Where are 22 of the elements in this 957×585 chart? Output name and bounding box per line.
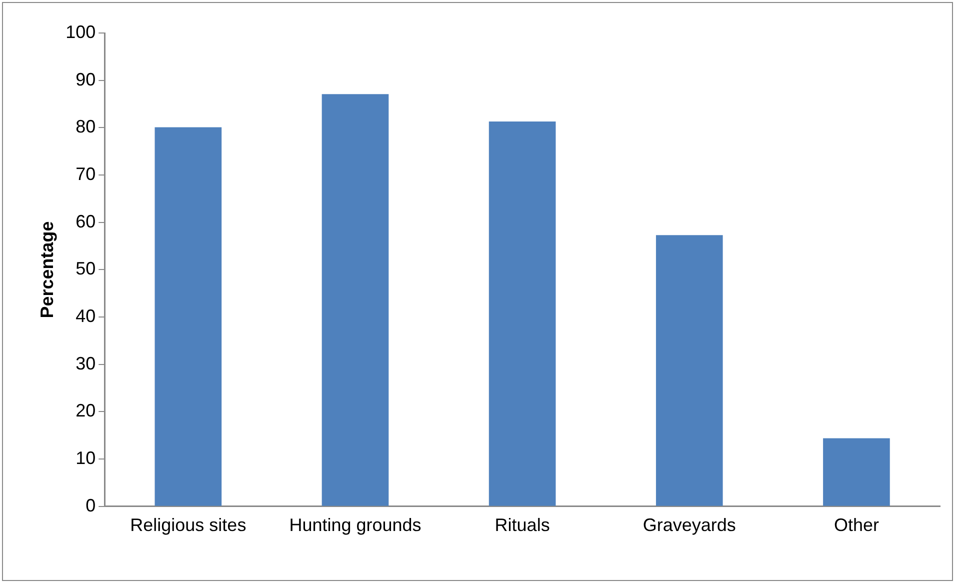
bar bbox=[488, 122, 556, 506]
x-tick-label: Hunting grounds bbox=[289, 515, 422, 536]
bar bbox=[656, 235, 723, 506]
x-tick-label: Religious sites bbox=[130, 515, 246, 536]
y-axis-title: Percentage bbox=[36, 221, 57, 318]
y-tick-label: 0 bbox=[86, 495, 96, 516]
bar bbox=[154, 127, 222, 506]
y-tick-label: 60 bbox=[76, 211, 96, 232]
y-tick-label: 20 bbox=[76, 400, 96, 421]
bar bbox=[823, 438, 890, 506]
y-tick-label: 30 bbox=[76, 353, 96, 374]
y-tick-label: 90 bbox=[76, 69, 96, 90]
bar bbox=[322, 94, 389, 506]
y-tick-label: 40 bbox=[76, 306, 96, 326]
x-tick-label: Rituals bbox=[494, 515, 550, 536]
y-tick-label: 50 bbox=[76, 258, 96, 279]
x-tick-label: Other bbox=[834, 515, 879, 536]
y-tick-label: 10 bbox=[76, 448, 96, 468]
x-tick-label: Graveyards bbox=[642, 515, 736, 536]
y-tick-label: 100 bbox=[66, 22, 96, 42]
y-tick-label: 80 bbox=[76, 116, 96, 137]
y-tick-label: 70 bbox=[76, 164, 96, 184]
